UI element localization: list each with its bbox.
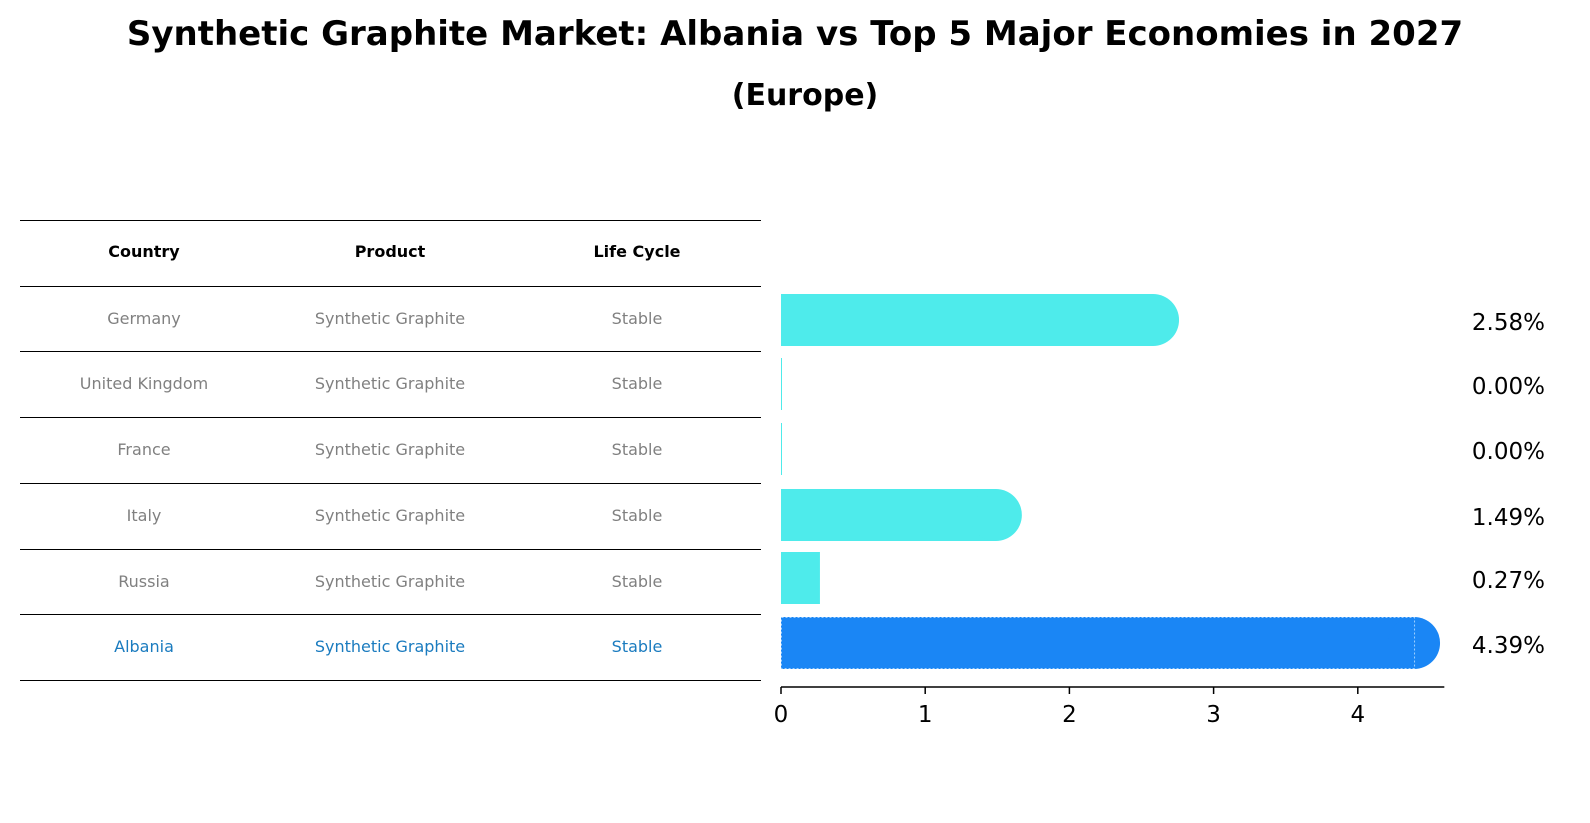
x-tick-label: 2	[1062, 702, 1077, 728]
table-cell-country: Albania	[114, 637, 174, 656]
x-tick-label: 3	[1206, 702, 1221, 728]
bar-body	[781, 294, 1154, 346]
table-cell-life-cycle: Stable	[611, 571, 663, 591]
bar-body	[781, 552, 820, 604]
header-country: Country	[108, 242, 180, 261]
header-product: Product	[354, 242, 426, 261]
bar-germany	[781, 294, 1180, 346]
table-cell-country: United Kingdom	[79, 374, 209, 393]
table-cell-country: France	[117, 440, 171, 459]
table-cell-product: Synthetic Graphite	[314, 571, 466, 591]
table-cell-country: Italy	[126, 506, 162, 525]
table-cell-country: Russia	[118, 571, 170, 591]
table-divider	[20, 220, 761, 221]
table-cell-product: Synthetic Graphite	[314, 440, 466, 459]
table-cell-product: Synthetic Graphite	[314, 637, 466, 656]
bar-body	[781, 617, 1415, 669]
value-label: 2.58%	[1472, 310, 1545, 336]
bar-italy	[781, 489, 1022, 541]
table-cell-product: Synthetic Graphite	[314, 374, 466, 393]
x-tick-label: 0	[774, 702, 789, 728]
bar-cap	[1127, 294, 1180, 346]
table-cell-life-cycle: Stable	[611, 374, 663, 393]
value-label: 1.49%	[1472, 505, 1545, 531]
x-tick-label: 4	[1350, 702, 1365, 728]
bar-body	[781, 358, 782, 410]
bar-russia	[781, 552, 820, 604]
x-tick-label: 1	[918, 702, 933, 728]
table-divider	[20, 351, 761, 352]
table-cell-country: Germany	[107, 308, 181, 328]
table-cell-life-cycle: Stable	[611, 637, 663, 656]
table-divider	[20, 614, 761, 615]
table-divider	[20, 417, 761, 418]
bar-united-kingdom	[781, 358, 782, 410]
table-divider	[20, 286, 761, 287]
bar-france	[781, 423, 782, 475]
bar-body	[781, 423, 782, 475]
table-divider	[20, 483, 761, 484]
chart-title: Synthetic Graphite Market: Albania vs To…	[126, 14, 1464, 54]
value-label: 0.00%	[1472, 439, 1545, 465]
table-cell-life-cycle: Stable	[611, 440, 663, 459]
table-cell-life-cycle: Stable	[611, 506, 663, 525]
value-label: 4.39%	[1472, 633, 1545, 659]
value-label: 0.27%	[1472, 568, 1545, 594]
table-cell-product: Synthetic Graphite	[314, 308, 466, 328]
table-cell-product: Synthetic Graphite	[314, 506, 466, 525]
bar-body	[781, 489, 996, 541]
bar-cap	[1388, 617, 1441, 669]
table-divider	[20, 680, 761, 681]
value-label: 0.00%	[1472, 374, 1545, 400]
chart-subtitle: (Europe)	[731, 78, 879, 113]
table-cell-life-cycle: Stable	[611, 308, 663, 328]
table-divider	[20, 549, 761, 550]
bar-cap	[969, 489, 1022, 541]
bar-highlight-outline	[781, 617, 1416, 669]
header-life-cycle: Life Cycle	[593, 242, 681, 261]
bar-albania	[781, 617, 1441, 669]
